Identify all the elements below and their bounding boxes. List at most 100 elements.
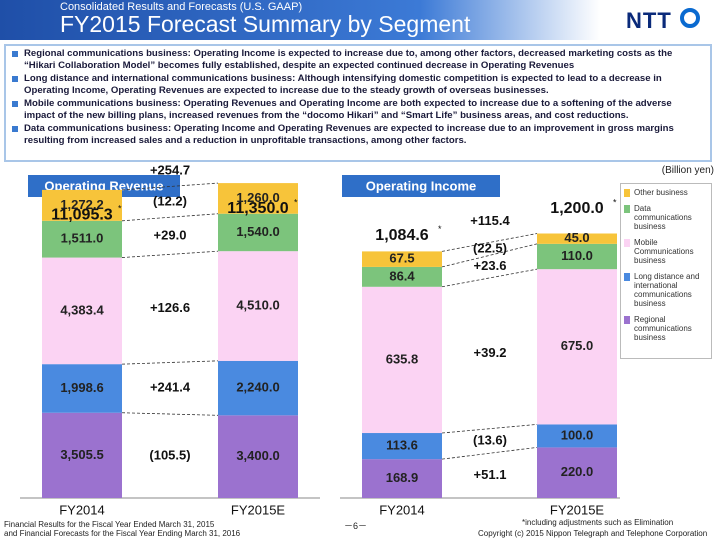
value-label: 2,240.0 (236, 380, 279, 395)
header-band (0, 0, 600, 40)
logo-mark (680, 8, 700, 28)
value-label: 110.0 (561, 248, 593, 263)
value-label: 4,383.4 (60, 302, 104, 317)
legend-item: Long distance and international communic… (624, 272, 708, 308)
connector (121, 360, 219, 365)
legend-label: Long distance and international communic… (634, 272, 700, 308)
total-mark: * (613, 197, 617, 207)
footer-line: Financial Results for the Fiscal Year En… (4, 520, 215, 529)
value-label: 67.5 (389, 251, 414, 266)
bar-segment (42, 257, 122, 365)
bar-segment (42, 364, 122, 413)
chart-title: Operating Revenue (44, 178, 163, 193)
bar-segment (42, 220, 122, 258)
bar-segment (218, 415, 298, 498)
bar-segment (42, 189, 122, 221)
connector (121, 182, 219, 191)
connector (121, 250, 219, 258)
value-label: 113.6 (386, 438, 418, 453)
total-mark: * (438, 224, 442, 234)
bar-segment (537, 233, 617, 244)
bullet-box: Regional communications business: Operat… (4, 44, 712, 162)
footnote: *including adjustments such as Eliminati… (522, 518, 674, 527)
footer-line: and Financial Forecasts for the Fiscal Y… (4, 529, 241, 538)
bullet: Regional communications business: Operat… (12, 48, 704, 72)
change-label: (22.5) (473, 240, 507, 255)
connector (441, 424, 538, 434)
change-label: +39.2 (474, 345, 507, 360)
bar-segment (537, 269, 617, 425)
unit: (Billion yen) (661, 165, 714, 176)
bar-segment (218, 183, 298, 214)
bullet: Data communications business: Operating … (12, 123, 704, 147)
total-label: 1,200.0 (550, 200, 603, 217)
connector (441, 243, 538, 268)
bullet: Long distance and international communic… (12, 73, 704, 97)
legend-item: Other business (624, 188, 708, 197)
change-label: +23.6 (474, 258, 507, 273)
bullet: Mobile communications business: Operatin… (12, 98, 704, 122)
legend-label: Mobile Communications business (634, 238, 694, 265)
bar-segment (537, 424, 617, 448)
value-label: 168.9 (386, 470, 419, 485)
page-number: －6－ (344, 521, 368, 531)
bar-segment (362, 433, 442, 460)
x-label: FY2014 (379, 502, 425, 517)
change-label: +51.1 (474, 467, 507, 482)
legend-swatch (624, 239, 630, 247)
value-label: 1,511.0 (61, 231, 104, 246)
change-label: +126.6 (150, 300, 190, 315)
bar-segment (537, 447, 617, 498)
total-mark: * (294, 197, 298, 207)
connector (441, 233, 538, 252)
total-mark: * (118, 204, 122, 214)
change-label: (13.6) (473, 432, 507, 447)
title: FY2015 Forecast Summary by Segment (60, 11, 471, 37)
connector (441, 447, 538, 460)
value-label: 45.0 (564, 230, 589, 245)
legend-item: Mobile Communications business (624, 238, 708, 265)
change-label: (12.2) (153, 193, 187, 208)
value-label: 1,260.0 (236, 190, 279, 205)
value-label: 4,510.0 (236, 297, 279, 312)
logo: NTT (626, 8, 672, 33)
chart-title: Operating Income (366, 178, 477, 193)
value-label: 675.0 (561, 338, 594, 353)
value-label: 1,540.0 (236, 224, 279, 239)
change-label: +29.0 (154, 227, 187, 242)
chart-title-box (342, 175, 500, 197)
bar-segment (537, 243, 617, 270)
change-label: +241.4 (150, 380, 191, 395)
value-label: 86.4 (389, 268, 415, 283)
legend-label: Regional communications business (634, 315, 692, 342)
value-label: 100.0 (561, 427, 594, 442)
copyright: Copyright (c) 2015 Nippon Telegraph and … (478, 529, 708, 538)
legend-item: Data communications business (624, 204, 708, 231)
legend-label: Other business (634, 188, 688, 197)
value-label: 1,998.6 (60, 380, 103, 395)
total-label: 11,095.3 (51, 206, 113, 223)
legend-item: Regional communications business (624, 315, 708, 342)
x-label: FY2015E (231, 502, 286, 517)
bar-segment (42, 412, 122, 498)
bar-segment (362, 286, 442, 434)
x-label: FY2015E (550, 502, 605, 517)
bar-segment (362, 251, 442, 267)
bar-segment (218, 251, 298, 361)
value-label: 635.8 (386, 351, 419, 366)
total-label: 11,350.0 (227, 200, 289, 217)
footer-left: Financial Results for the Fiscal Year En… (4, 520, 240, 538)
legend-swatch (624, 273, 630, 281)
total-label: 1,084.6 (375, 227, 428, 244)
change-label: (105.5) (149, 447, 190, 462)
total-change-label: +115.4 (470, 213, 510, 228)
bar-segment (362, 459, 442, 498)
bar-segment (218, 360, 298, 416)
value-label: 220.0 (561, 464, 594, 479)
connector (121, 412, 219, 416)
value-label: 3,505.5 (60, 447, 103, 462)
legend-swatch (624, 205, 630, 213)
total-change-label: +254.7 (150, 163, 190, 178)
